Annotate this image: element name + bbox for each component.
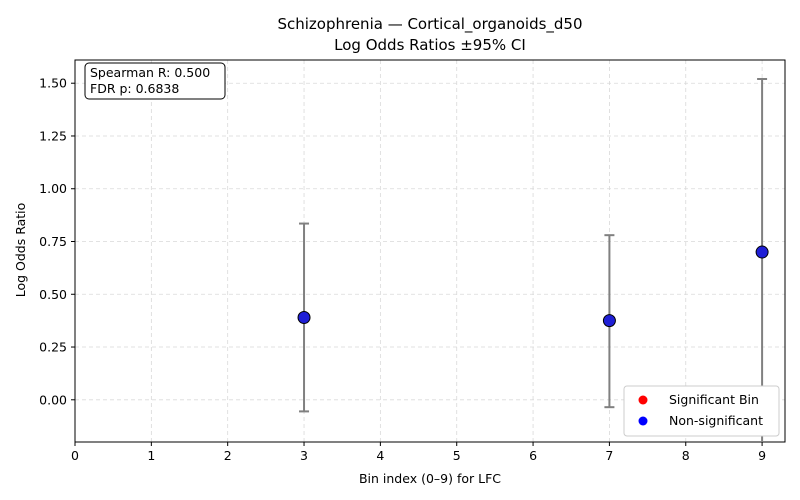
- y-tick-label: 1.00: [39, 181, 67, 196]
- y-tick-label: 0.00: [39, 392, 67, 407]
- data-point: [755, 245, 769, 259]
- x-tick-label: 5: [453, 448, 461, 463]
- x-tick-label: 9: [758, 448, 766, 463]
- x-axis-label: Bin index (0–9) for LFC: [359, 471, 501, 486]
- data-point: [297, 310, 311, 324]
- data-point: [602, 314, 616, 328]
- y-tick-label: 1.25: [39, 128, 67, 143]
- x-tick-label: 0: [71, 448, 79, 463]
- legend-label-significant: Significant Bin: [669, 392, 759, 407]
- x-tick-label: 8: [682, 448, 690, 463]
- stats-annotation-box: [84, 62, 226, 100]
- y-tick-label: 1.50: [39, 76, 67, 91]
- stats-annotation-line-2: FDR p: 0.6838: [90, 81, 179, 96]
- x-tick-label: 3: [300, 448, 308, 463]
- y-tick-label: 0.75: [39, 234, 67, 249]
- legend-label-non-significant: Non-significant: [669, 413, 763, 428]
- x-tick-label: 6: [529, 448, 537, 463]
- stats-annotation-line-1: Spearman R: 0.500: [90, 65, 210, 80]
- y-axis-label: Log Odds Ratio: [13, 203, 28, 298]
- plot-frame: [74, 59, 786, 443]
- chart-title: Schizophrenia — Cortical_organoids_d50: [277, 15, 582, 34]
- legend-marker-non-significant: [638, 416, 648, 426]
- x-tick-label: 7: [605, 448, 613, 463]
- stats-annotation: Spearman R: 0.500 FDR p: 0.6838: [84, 62, 226, 100]
- legend-box: [623, 385, 780, 437]
- grid: [74, 60, 785, 442]
- data-points: [297, 245, 769, 328]
- y-tick-label: 0.25: [39, 340, 67, 355]
- chart-subtitle: Log Odds Ratios ±95% CI: [334, 36, 526, 54]
- y-tick-label: 0.50: [39, 287, 67, 302]
- legend: Significant Bin Non-significant: [623, 385, 780, 437]
- legend-marker-significant: [638, 395, 648, 405]
- ticks: 0 1 2 3 4 5 6 7 8 9 0.00 0.25 0.50 0.75 1.00 1.25 1.50: [39, 76, 766, 463]
- x-tick-label: 4: [376, 448, 384, 463]
- x-tick-label: 1: [147, 448, 155, 463]
- x-tick-label: 2: [224, 448, 232, 463]
- axes: [74, 59, 786, 443]
